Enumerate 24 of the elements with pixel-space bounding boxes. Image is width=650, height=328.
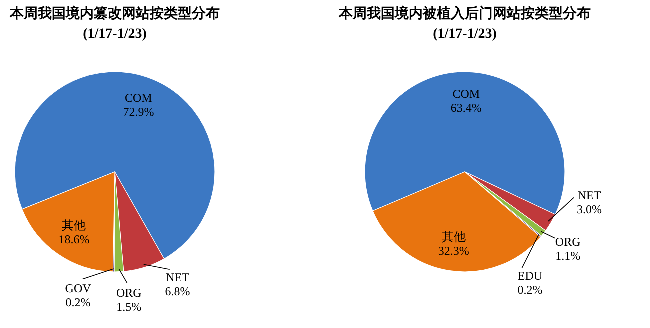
data-label: 1.1% — [556, 248, 581, 263]
slice-label: NET — [166, 270, 190, 285]
slice-label: NET — [578, 188, 602, 203]
data-label: 1.5% — [116, 300, 142, 314]
slice-label: EDU — [518, 269, 543, 284]
slice-label: 其他 — [442, 230, 466, 244]
data-label: 3.0% — [577, 202, 602, 217]
chart-title: 本周我国境内篡改网站按类型分布 — [9, 5, 220, 22]
data-label: 32.3% — [438, 244, 470, 258]
slice-label: ORG — [116, 286, 142, 300]
data-label: 72.9% — [123, 105, 154, 120]
chart-title: 本周我国境内被植入后门网站按类型分布 — [338, 5, 591, 22]
slice-label: 其他 — [62, 218, 86, 232]
chart-subtitle: (1/17-1/23) — [83, 27, 148, 42]
data-label: 63.4% — [450, 101, 482, 116]
chart-subtitle: (1/17-1/23) — [433, 27, 498, 42]
slice-label: COM — [125, 91, 153, 106]
data-label: 0.2% — [66, 296, 91, 310]
slice-label: GOV — [65, 282, 92, 296]
slice-label: COM — [452, 87, 480, 102]
data-label: 0.2% — [518, 283, 543, 298]
slice-label: ORG — [555, 234, 582, 249]
data-label: 18.6% — [58, 232, 90, 246]
data-label: 6.8% — [165, 284, 190, 299]
